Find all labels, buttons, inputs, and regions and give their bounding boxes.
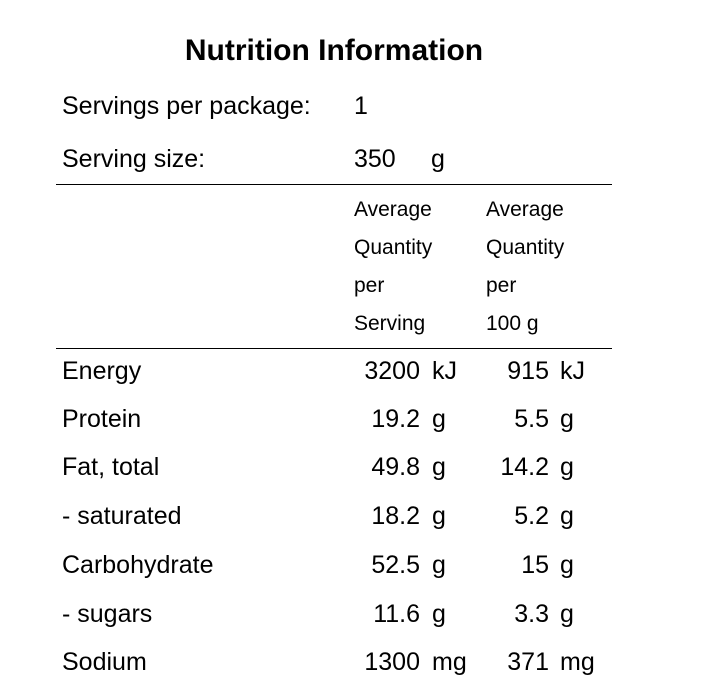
- per-serving-unit: mg: [432, 648, 467, 676]
- per-100g-unit: g: [560, 405, 574, 433]
- per-100g-value: 3.3: [514, 600, 549, 628]
- per-100g-unit: kJ: [560, 357, 585, 385]
- per-serving-value: 52.5: [371, 551, 420, 579]
- page-title: Nutrition Information: [184, 34, 484, 67]
- column-header-line: Average: [354, 198, 432, 221]
- serving-size-unit: g: [431, 145, 445, 173]
- per-serving-value: 49.8: [371, 453, 420, 481]
- column-header-per-serving: Average Quantity per Serving: [354, 196, 432, 348]
- column-header-line: Quantity: [486, 236, 565, 259]
- column-header-line: per: [354, 274, 385, 297]
- nutrient-row-sugars: - sugars 11.6 g 3.3 g: [0, 600, 712, 640]
- nutrient-row-energy: Energy 3200 kJ 915 kJ: [0, 357, 712, 397]
- per-serving-unit: g: [432, 600, 446, 628]
- per-100g-unit: g: [560, 600, 574, 628]
- per-serving-value: 1300: [364, 648, 420, 676]
- per-serving-unit: g: [432, 405, 446, 433]
- nutrient-name: Sodium: [62, 648, 147, 676]
- nutrient-name: - saturated: [62, 502, 182, 530]
- serving-size-value: 350: [354, 145, 396, 173]
- per-100g-unit: g: [560, 502, 574, 530]
- per-100g-unit: g: [560, 551, 574, 579]
- per-100g-value: 371: [507, 648, 549, 676]
- per-serving-unit: g: [432, 453, 446, 481]
- nutrient-name: Fat, total: [62, 453, 160, 481]
- per-serving-value: 11.6: [373, 600, 420, 628]
- nutrient-name: - sugars: [62, 600, 153, 628]
- servings-per-package-value: 1: [354, 92, 368, 120]
- nutrient-name: Carbohydrate: [62, 551, 214, 579]
- nutrient-row-sodium: Sodium 1300 mg 371 mg: [0, 648, 712, 688]
- per-serving-value: 19.2: [371, 405, 420, 433]
- per-serving-value: 18.2: [371, 502, 420, 530]
- nutrient-row-protein: Protein 19.2 g 5.5 g: [0, 405, 712, 445]
- per-serving-unit: g: [432, 551, 446, 579]
- column-header-line: Quantity: [354, 236, 433, 259]
- nutrient-name: Energy: [62, 357, 142, 385]
- column-header-line: per: [486, 274, 517, 297]
- nutrient-row-carbohydrate: Carbohydrate 52.5 g 15 g: [0, 551, 712, 591]
- column-header-per-100g: Average Quantity per 100 g: [486, 196, 564, 348]
- nutrient-row-saturated: - saturated 18.2 g 5.2 g: [0, 502, 712, 542]
- per-100g-value: 15: [521, 551, 549, 579]
- per-100g-value: 5.5: [514, 405, 549, 433]
- per-100g-unit: mg: [560, 648, 595, 676]
- per-100g-unit: g: [560, 453, 574, 481]
- header-top-rule: [56, 184, 612, 185]
- servings-per-package-label: Servings per package:: [62, 92, 311, 120]
- per-serving-value: 3200: [364, 357, 420, 385]
- column-header-line: Serving: [354, 312, 426, 335]
- per-100g-value: 14.2: [500, 453, 549, 481]
- nutrient-name: Protein: [62, 405, 142, 433]
- per-serving-unit: g: [432, 502, 446, 530]
- column-header-line: Average: [486, 198, 564, 221]
- per-100g-value: 5.2: [514, 502, 549, 530]
- column-header-line: 100 g: [486, 312, 539, 335]
- per-serving-unit: kJ: [432, 357, 457, 385]
- per-100g-value: 915: [507, 357, 549, 385]
- header-bottom-rule: [56, 348, 612, 349]
- serving-size-label: Serving size:: [62, 145, 206, 173]
- nutrient-row-fat-total: Fat, total 49.8 g 14.2 g: [0, 453, 712, 493]
